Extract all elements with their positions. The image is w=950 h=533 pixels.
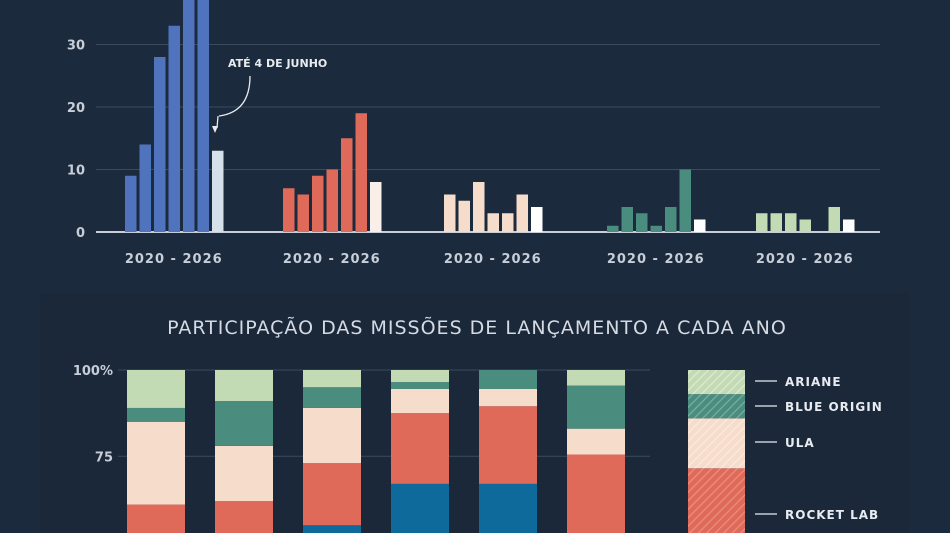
share-chart-title: PARTICIPAÇÃO DAS MISSÕES DE LANÇAMENTO A… [167, 316, 787, 339]
bar [283, 188, 295, 232]
bar [458, 200, 470, 232]
stacked-segment [391, 370, 449, 383]
stacked-segment [391, 483, 449, 533]
stacked-segment [215, 370, 273, 402]
stacked-segment [479, 388, 537, 407]
bar [212, 150, 224, 232]
y-tick-label: 100% [73, 364, 113, 379]
legend-swatch [688, 370, 745, 395]
bar [843, 219, 855, 232]
y-tick-label: 30 [67, 39, 85, 54]
stacked-segment [567, 454, 625, 533]
legend-label: BLUE ORIGIN [785, 400, 883, 414]
bar [125, 175, 137, 232]
legend-swatch [688, 394, 745, 419]
x-group-label: 2020 - 2026 [283, 252, 381, 267]
legend-swatch [688, 418, 745, 469]
stacked-segment [303, 387, 361, 408]
stacked-segment [127, 504, 185, 533]
stacked-segment [391, 413, 449, 484]
stacked-segment [567, 385, 625, 429]
y-tick-label: 0 [76, 226, 85, 241]
legend-swatch [688, 468, 745, 533]
bar [444, 194, 456, 232]
top-bar-chart: 0 10 20 30 2020 - 2026 2020 - 2026 2020 - 2026… [67, 0, 880, 267]
stacked-segment [567, 428, 625, 455]
stacked-share-chart: 100% 75 [73, 364, 650, 533]
stacked-segment [391, 388, 449, 414]
y-tick-label: 20 [67, 101, 85, 116]
bar [770, 213, 782, 232]
bar [828, 207, 840, 232]
annotation-label: ATÉ 4 DE JUNHO [228, 57, 327, 70]
bar [621, 207, 633, 232]
bar [531, 207, 543, 232]
bar [297, 194, 309, 232]
stacked-segment [215, 501, 273, 533]
bar [326, 169, 338, 232]
bar [154, 57, 166, 232]
y-tick-label: 75 [95, 450, 113, 465]
stacked-segment [215, 445, 273, 502]
bar [756, 213, 768, 232]
bar [516, 194, 528, 232]
stacked-segment [127, 370, 185, 408]
stacked-segment [479, 370, 537, 389]
bar [679, 169, 691, 232]
legend: ARIANE BLUE ORIGIN ULA ROCKET LAB [688, 370, 883, 533]
stacked-segment [127, 407, 185, 422]
stacked-segment [303, 407, 361, 464]
bar [665, 207, 677, 232]
annotation-arrow [218, 75, 251, 117]
bar [183, 0, 195, 232]
bar [341, 138, 353, 232]
stacked-segment [303, 463, 361, 526]
bar [312, 175, 324, 232]
bar [168, 25, 180, 232]
x-group-label: 2020 - 2026 [444, 252, 542, 267]
bar [370, 182, 382, 232]
bar [785, 213, 797, 232]
bar [355, 113, 367, 232]
x-group-label: 2020 - 2026 [125, 252, 223, 267]
stacked-segment [567, 370, 625, 386]
stacked-segment [479, 483, 537, 533]
stacked-segment [479, 406, 537, 484]
stacked-segment [303, 525, 361, 533]
stacked-segment [215, 401, 273, 446]
stacked-segment [127, 421, 185, 505]
bar [487, 213, 499, 232]
bar [650, 225, 662, 232]
bar [636, 213, 648, 232]
bar [502, 213, 514, 232]
stacked-segment [303, 370, 361, 388]
bar [607, 225, 619, 232]
bar [473, 182, 485, 232]
bar [197, 0, 209, 232]
legend-label: ARIANE [785, 375, 842, 389]
bar [694, 219, 706, 232]
stacked-segment [391, 382, 449, 389]
bar [799, 219, 811, 232]
annotation-arrow-stem [216, 115, 219, 129]
x-group-label: 2020 - 2026 [607, 252, 705, 267]
legend-label: ROCKET LAB [785, 508, 879, 522]
x-group-label: 2020 - 2026 [756, 252, 854, 267]
legend-label: ULA [785, 436, 815, 450]
y-tick-label: 10 [67, 164, 85, 179]
bar [139, 144, 151, 232]
